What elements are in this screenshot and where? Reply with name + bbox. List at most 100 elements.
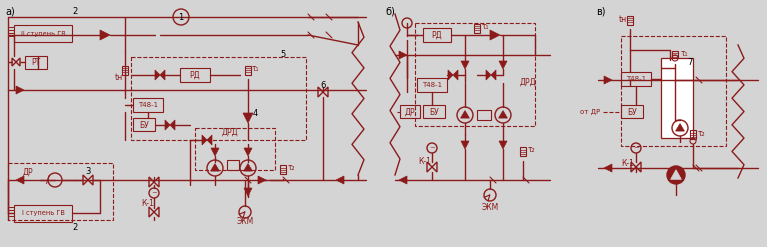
Bar (621, 36, 726, 146)
Text: Т48-1: Т48-1 (422, 82, 442, 88)
Bar (180, 68, 210, 82)
Text: Т48-1: Т48-1 (138, 102, 158, 108)
Bar (690, 130, 696, 140)
Polygon shape (100, 30, 110, 40)
Bar (661, 58, 693, 138)
Polygon shape (604, 164, 612, 172)
Polygon shape (244, 164, 252, 171)
Text: ЭКМ: ЭКМ (482, 203, 499, 211)
Polygon shape (676, 124, 684, 131)
Polygon shape (461, 141, 469, 149)
Bar (280, 165, 286, 174)
Polygon shape (670, 170, 681, 179)
Text: ~: ~ (151, 190, 157, 196)
Text: БУ: БУ (627, 107, 637, 117)
Polygon shape (399, 51, 407, 59)
Text: τ₁: τ₁ (680, 48, 688, 58)
Text: tн: tн (115, 73, 123, 82)
Polygon shape (211, 148, 219, 156)
Polygon shape (499, 141, 507, 149)
Polygon shape (448, 70, 453, 80)
Polygon shape (211, 164, 219, 171)
Bar (423, 105, 445, 118)
Text: 6: 6 (321, 81, 326, 89)
Polygon shape (461, 61, 469, 69)
Text: БУ: БУ (429, 107, 439, 117)
Text: ДР: ДР (405, 107, 415, 117)
Polygon shape (155, 70, 160, 80)
Bar (195, 128, 275, 170)
Polygon shape (461, 111, 469, 118)
Polygon shape (160, 70, 165, 80)
Bar (8, 163, 113, 220)
Polygon shape (16, 176, 24, 184)
Text: РТ: РТ (31, 58, 41, 66)
Text: τ₁: τ₁ (481, 21, 489, 30)
Polygon shape (244, 188, 252, 196)
Text: К-1: К-1 (142, 199, 154, 207)
Text: I ступень ГВ: I ступень ГВ (21, 210, 64, 216)
Bar (133, 98, 163, 112)
Bar (423, 28, 451, 42)
Polygon shape (499, 111, 508, 118)
Circle shape (667, 166, 685, 184)
Text: 2: 2 (72, 6, 77, 16)
Text: II ступень ГВ: II ступень ГВ (21, 31, 65, 37)
Text: а): а) (5, 6, 15, 16)
Text: б): б) (385, 6, 395, 16)
Text: К-1: К-1 (419, 158, 431, 166)
Bar (627, 16, 633, 24)
Text: τ₂: τ₂ (528, 145, 536, 155)
Polygon shape (16, 86, 24, 94)
Bar (25, 56, 47, 69)
Bar (474, 23, 480, 33)
Text: 1: 1 (179, 13, 183, 21)
Text: в): в) (596, 6, 605, 16)
Polygon shape (499, 61, 507, 69)
Polygon shape (258, 176, 266, 184)
Text: К-1: К-1 (621, 159, 634, 167)
Polygon shape (202, 135, 207, 145)
Text: ДРД: ДРД (222, 127, 239, 137)
Bar (227, 160, 239, 170)
Bar (417, 78, 447, 92)
Polygon shape (244, 148, 252, 156)
Text: tн: tн (619, 15, 627, 23)
Polygon shape (336, 176, 344, 184)
Bar (131, 57, 306, 140)
Polygon shape (170, 120, 175, 130)
Text: ДРД: ДРД (520, 78, 537, 86)
Bar (415, 23, 535, 126)
Polygon shape (486, 70, 491, 80)
Text: 4: 4 (252, 108, 258, 118)
Text: ~: ~ (633, 145, 639, 151)
Text: от ДР: от ДР (580, 109, 600, 115)
Circle shape (173, 9, 189, 25)
Polygon shape (604, 76, 612, 84)
Bar (621, 105, 643, 118)
Text: ДР: ДР (23, 167, 33, 177)
Text: τ₂: τ₂ (698, 128, 706, 138)
Text: 3: 3 (85, 167, 91, 177)
Polygon shape (491, 70, 496, 80)
Polygon shape (207, 135, 212, 145)
Text: 5: 5 (281, 49, 285, 59)
Text: Т48-1: Т48-1 (626, 76, 646, 82)
Text: τ₁: τ₁ (252, 63, 258, 73)
Text: РД: РД (432, 30, 443, 40)
Text: 7: 7 (687, 58, 693, 66)
Text: РД: РД (189, 70, 200, 80)
Polygon shape (165, 120, 170, 130)
Bar (400, 105, 420, 118)
Polygon shape (490, 30, 500, 40)
Polygon shape (453, 70, 458, 80)
Bar (621, 72, 651, 86)
Polygon shape (243, 113, 253, 123)
Text: ЭКМ: ЭКМ (236, 218, 254, 226)
Text: 2: 2 (72, 224, 77, 232)
Bar (245, 65, 251, 75)
Bar (14, 25, 72, 42)
Text: τ₂: τ₂ (287, 164, 295, 172)
Text: ~: ~ (429, 145, 435, 151)
Bar (133, 118, 155, 131)
